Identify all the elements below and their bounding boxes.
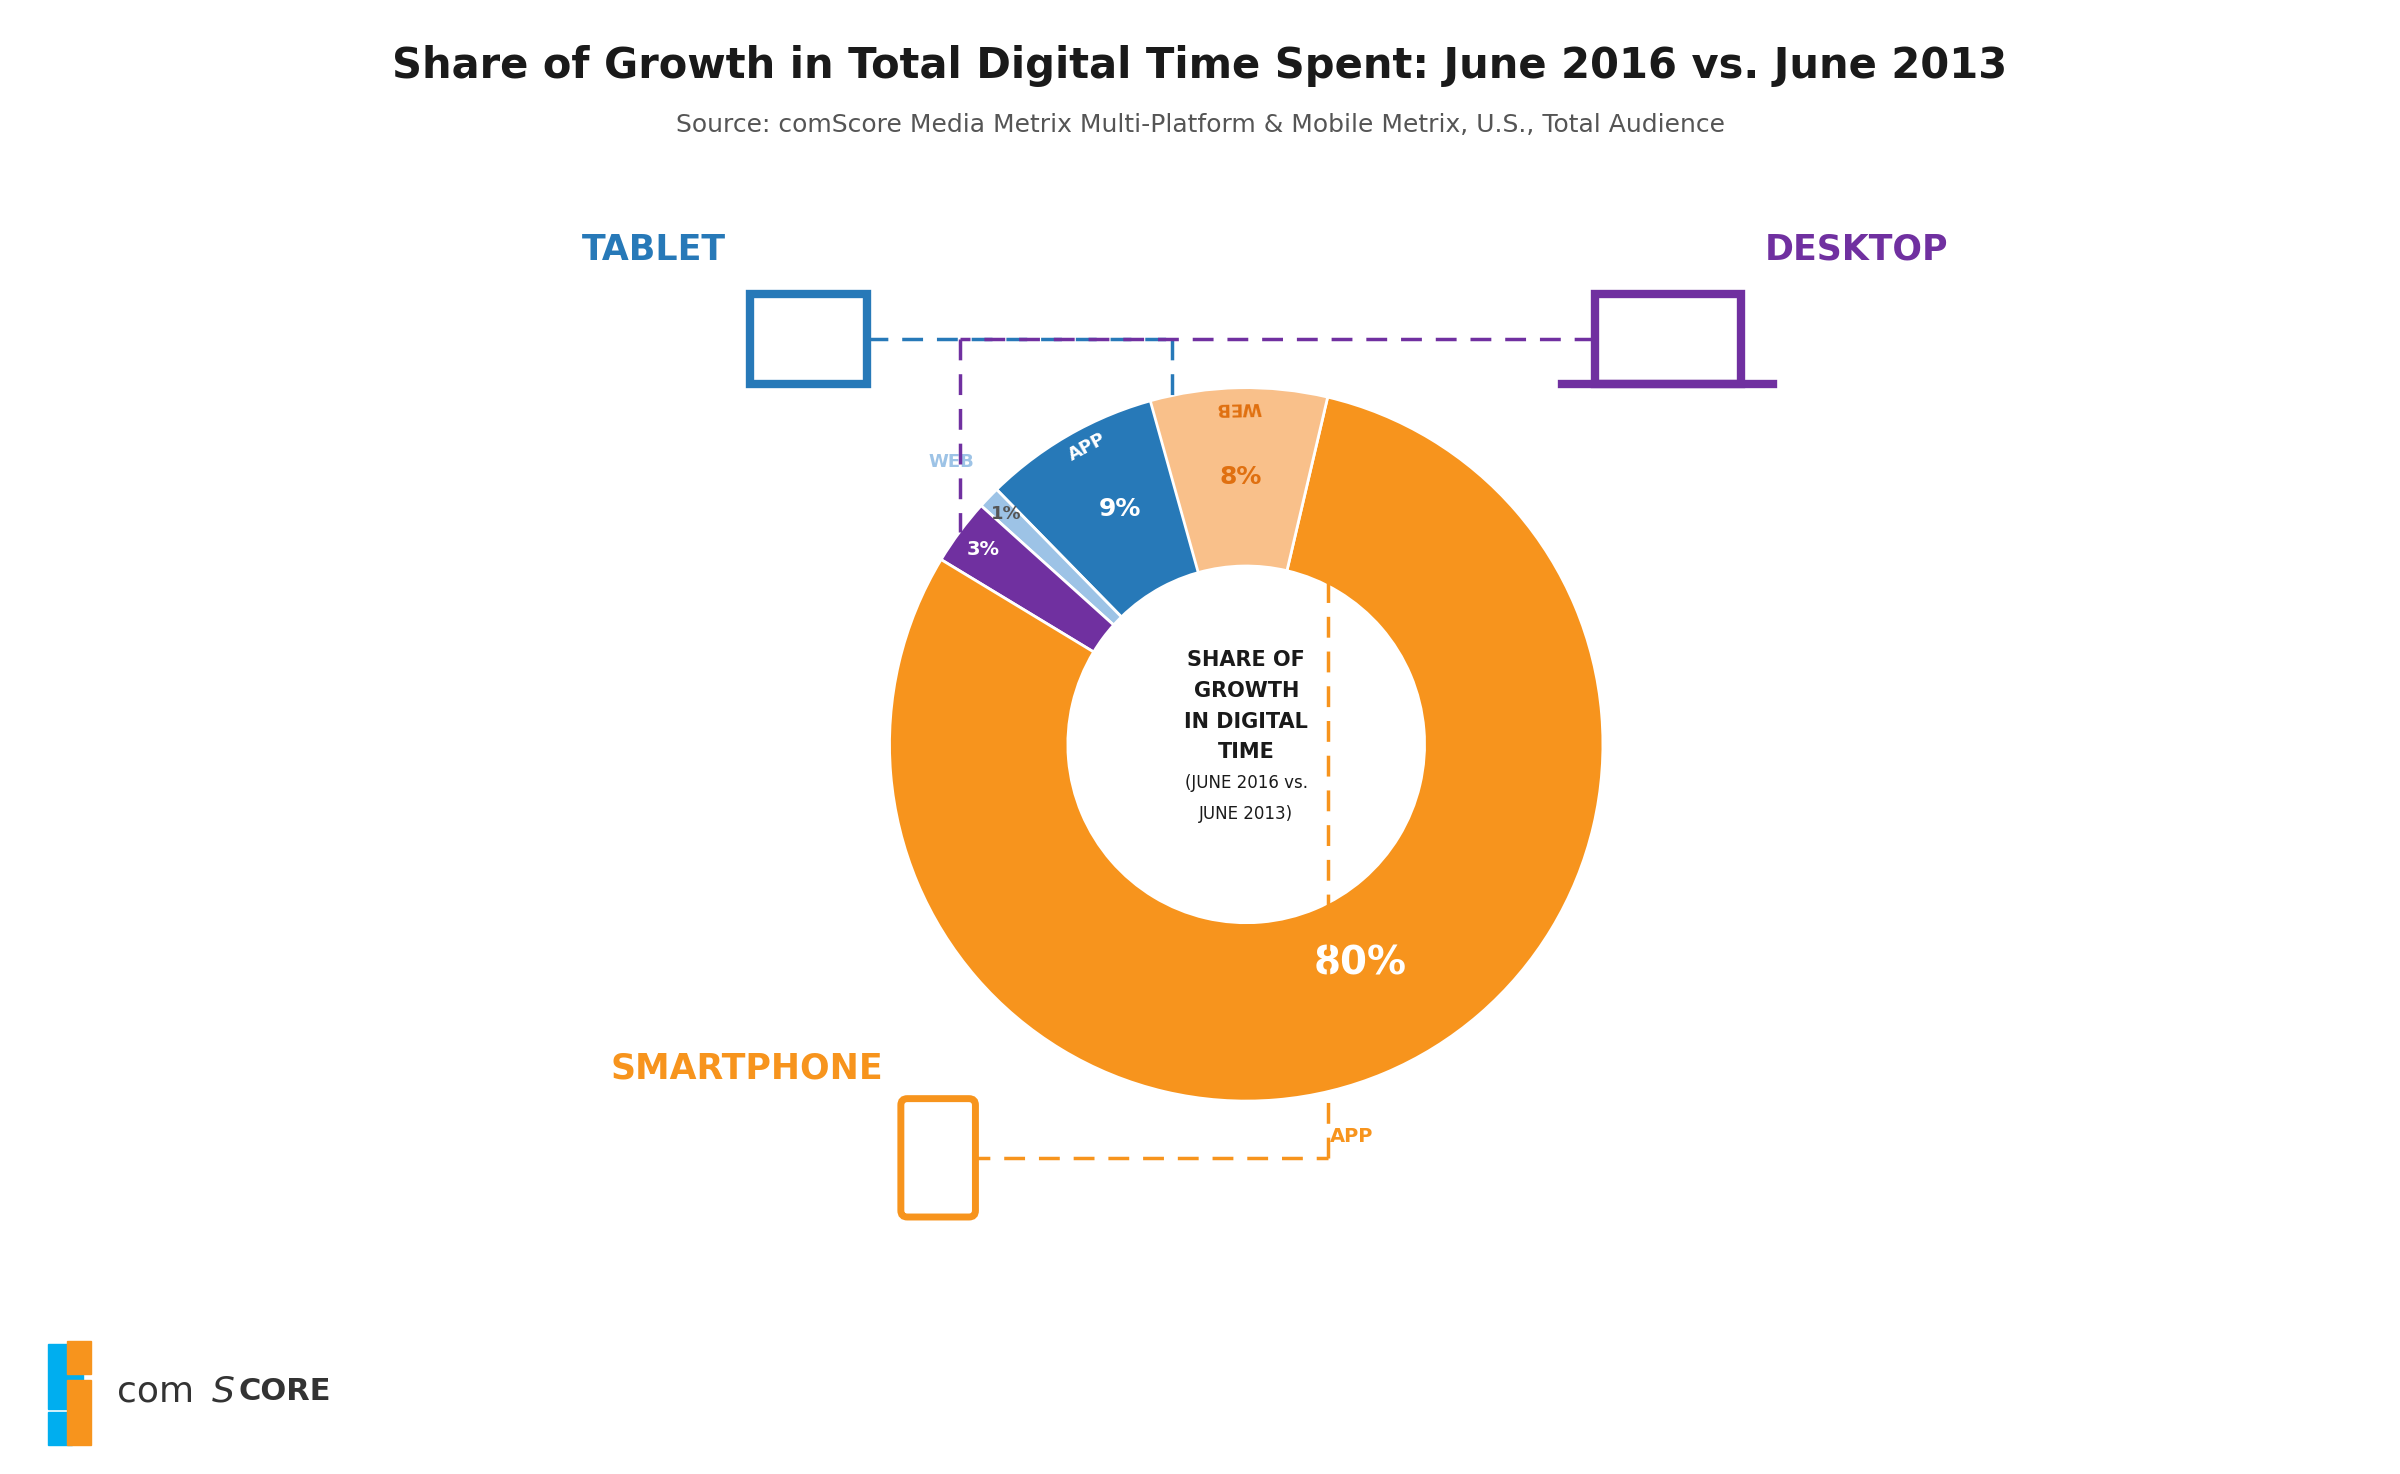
Text: 80%: 80%: [1313, 945, 1406, 982]
Circle shape: [871, 368, 1622, 1120]
Text: TIME: TIME: [1217, 743, 1274, 762]
Text: CORE: CORE: [238, 1377, 331, 1406]
Bar: [67, 1341, 91, 1374]
Wedge shape: [996, 395, 1210, 618]
Text: WEB: WEB: [929, 453, 974, 470]
Bar: [48, 1344, 82, 1409]
Text: SMARTPHONE: SMARTPHONE: [610, 1051, 883, 1086]
Text: IN DIGITAL: IN DIGITAL: [1183, 712, 1308, 731]
FancyBboxPatch shape: [1596, 295, 1740, 383]
Text: GROWTH: GROWTH: [1193, 681, 1298, 700]
Text: DESKTOP: DESKTOP: [1764, 233, 1949, 267]
Text: 9%: 9%: [1099, 497, 1140, 520]
Text: WEB: WEB: [1217, 398, 1262, 417]
Text: 1%: 1%: [991, 506, 1022, 523]
Text: APP: APP: [1066, 430, 1109, 464]
Text: JUNE 2013): JUNE 2013): [1200, 805, 1294, 822]
Text: SHARE OF: SHARE OF: [1188, 650, 1306, 671]
Text: S: S: [211, 1374, 235, 1409]
Text: (JUNE 2016 vs.: (JUNE 2016 vs.: [1186, 774, 1308, 793]
Text: 3%: 3%: [967, 539, 1001, 559]
Text: com: com: [118, 1374, 194, 1409]
FancyBboxPatch shape: [751, 295, 866, 383]
Bar: [67, 1380, 91, 1445]
Text: 8%: 8%: [1219, 464, 1262, 489]
Wedge shape: [982, 489, 1121, 625]
Bar: [48, 1412, 72, 1445]
Text: APP: APP: [1330, 1128, 1373, 1147]
Text: Share of Growth in Total Digital Time Spent: June 2016 vs. June 2013: Share of Growth in Total Digital Time Sp…: [391, 46, 2009, 87]
Wedge shape: [1150, 388, 1327, 572]
Text: Source: comScore Media Metrix Multi-Platform & Mobile Metrix, U.S., Total Audien: Source: comScore Media Metrix Multi-Plat…: [674, 113, 1726, 137]
FancyBboxPatch shape: [900, 1098, 974, 1218]
Text: TABLET: TABLET: [581, 233, 725, 267]
Circle shape: [1080, 578, 1414, 911]
Wedge shape: [941, 506, 1114, 652]
Wedge shape: [890, 397, 1603, 1101]
